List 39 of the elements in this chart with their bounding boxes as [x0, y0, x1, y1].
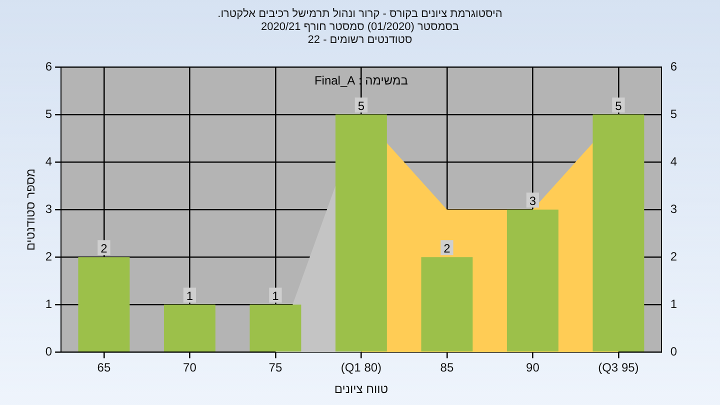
y-tick-label: 3 — [45, 202, 52, 216]
bar — [250, 304, 302, 352]
x-tick-label: (Q1 80) — [340, 360, 382, 375]
y-tick-label: 5 — [45, 106, 52, 121]
x-tick-label: 75 — [268, 360, 282, 375]
y-tick-label: 6 — [45, 59, 52, 74]
y2-tick-label: 4 — [670, 154, 678, 168]
y2-tick-label: 2 — [670, 249, 678, 264]
bar — [78, 257, 130, 352]
y-tick-label: 0 — [45, 344, 52, 359]
x-tick-label: 85 — [440, 360, 454, 375]
data-label: 3 — [529, 194, 536, 208]
y2-tick-label: 6 — [670, 59, 678, 74]
y-axis-title: מספר סטודנטים — [24, 168, 38, 251]
bar — [506, 210, 558, 352]
data-label: 2 — [444, 241, 451, 256]
y-tick-label: 1 — [45, 296, 52, 311]
y2-tick-label: 1 — [670, 296, 678, 311]
x-tick-label: 70 — [183, 360, 197, 375]
x-axis-title: טווח ציונים — [334, 382, 388, 396]
chart-title: היסטוגרמת ציונים בקורס - קרור ונהול תרמישל רכיבים אלקטרו. — [216, 8, 504, 21]
y-tick-label: 2 — [45, 249, 52, 264]
data-label: 5 — [615, 98, 622, 113]
data-label: 1 — [272, 288, 280, 303]
data-label: 1 — [186, 288, 194, 303]
chart-subtitle: בסמסטר (01/2020) סמסטר חורף 2020/21 סטודנטים רשומים - 22 — [260, 21, 460, 47]
data-label: 2 — [100, 241, 108, 256]
x-tick-label: (Q3 95) — [598, 360, 639, 375]
data-label: 5 — [358, 98, 365, 113]
y-tick-label: 4 — [45, 154, 52, 168]
y2-tick-label: 3 — [670, 202, 678, 216]
y2-tick-label: 0 — [670, 344, 678, 359]
x-tick-label: 65 — [97, 360, 111, 375]
bar — [421, 257, 473, 352]
bar — [164, 304, 216, 352]
annotation: במשימה : Final_A — [314, 73, 408, 88]
bar — [592, 114, 644, 352]
x-tick-label: 90 — [526, 360, 540, 375]
y2-tick-label: 5 — [670, 106, 678, 121]
